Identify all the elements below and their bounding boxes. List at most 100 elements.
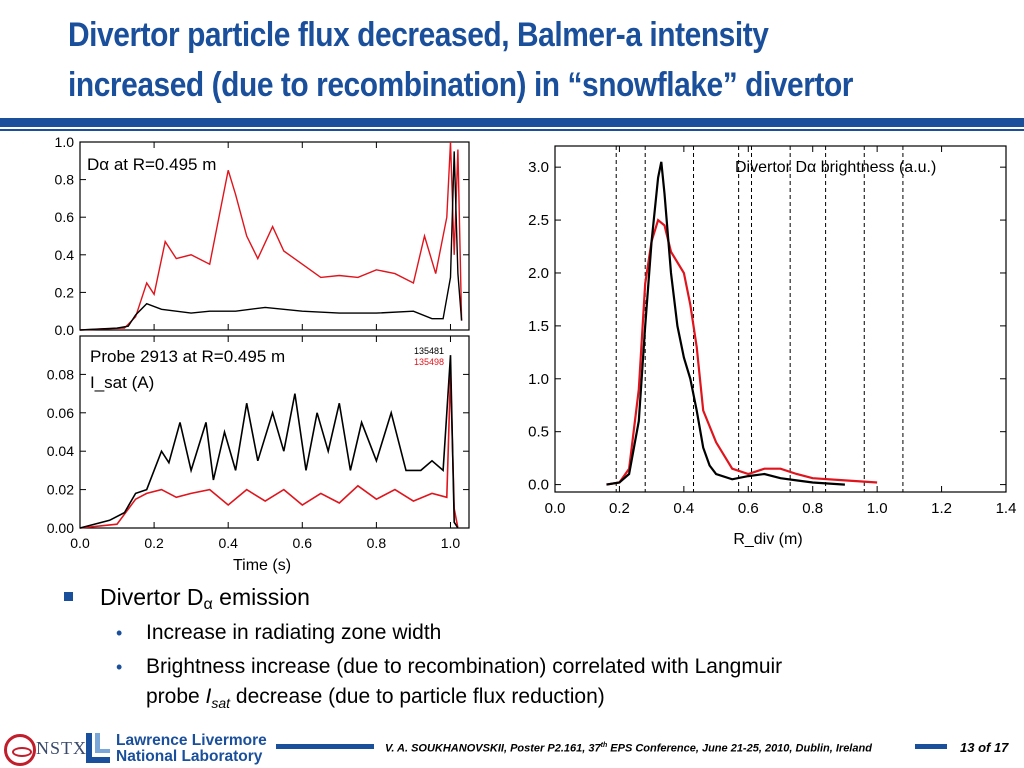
series-line-135498 (79, 374, 459, 529)
series-line-135481 (79, 151, 463, 331)
footer-bar-right (915, 744, 947, 749)
slide-title-line2: increased (due to recombination) in “sno… (68, 66, 854, 104)
y-tick-label: 2.5 (528, 212, 549, 229)
x-tick-label: 0.6 (738, 500, 759, 517)
y-tick-label: 0.6 (55, 209, 75, 225)
legend-shot-red: 135498 (414, 357, 444, 367)
slide-title: Divertor particle flux decreased, Balmer… (68, 10, 895, 110)
panel2-label-line2-text: I_sat (A) (90, 373, 154, 392)
bullet-main: Divertor Dα emission (60, 580, 990, 614)
bullet-main-symbol: α (203, 596, 213, 613)
panel3-vlines (615, 146, 904, 492)
bullet-main-suffix: emission (212, 584, 310, 610)
panel2-ticks: 0.00 0.02 0.04 0.06 0.08 0.0 0.2 0.4 0.6 0.8 1.0 (47, 336, 469, 551)
bullet-sub1: • Increase in radiating zone width (60, 618, 990, 648)
bullet-sub2-subscript: sat (211, 695, 231, 711)
llnl-wordmark: Lawrence Livermore National Laboratory (116, 733, 267, 765)
bullet-sub2: • Brightness increase (due to recombinat… (60, 652, 990, 718)
x-tick-label: 1.0 (441, 535, 461, 551)
panel1-label: Dα at R=0.495 m (87, 155, 216, 174)
x-tick-label: 1.2 (931, 500, 952, 517)
panel3-label: Divertor Dα brightness (a.u.) (735, 159, 936, 176)
y-tick-label: 2.0 (528, 265, 549, 282)
x-tick-label: 0.0 (70, 535, 90, 551)
y-tick-label: 0.08 (47, 366, 74, 382)
nstx-label: NSTX (36, 738, 88, 758)
bullet-sub2-var: I (205, 685, 212, 708)
x-tick-label: 0.4 (673, 500, 694, 517)
y-tick-label: 0.04 (47, 443, 74, 459)
panel2-xlabel-text: Time (s) (233, 557, 291, 574)
llnl-line1: Lawrence Livermore (116, 732, 267, 749)
x-tick-label: 0.0 (545, 500, 566, 517)
series-line-135481 (79, 355, 459, 529)
plots-area: 0.00.20.40.60.81.0 Dα at R=0.495 m 0.000… (47, 134, 1017, 574)
y-tick-label: 1.5 (528, 318, 549, 335)
x-tick-label: 0.4 (218, 535, 238, 551)
x-tick-label: 1.0 (867, 500, 888, 517)
y-tick-label: 1.0 (55, 134, 75, 150)
bullet-sub2-prefix: probe (146, 685, 206, 708)
slide-title-line1: Divertor particle flux decreased, Balmer… (68, 16, 769, 54)
bullet-main-prefix: Divertor D (100, 584, 204, 610)
bullet-square-icon (64, 592, 73, 601)
title-rule (0, 118, 1024, 127)
y-tick-label: 3.0 (528, 159, 549, 176)
y-tick-label: 0.02 (47, 482, 74, 498)
bullet-sub1-text: Increase in radiating zone width (146, 621, 442, 644)
panel1-frame (79, 141, 470, 331)
panel2-label-line2: I_sat (A) (90, 373, 154, 392)
bullet-sub2-line1: Brightness increase (due to recombinatio… (146, 655, 783, 678)
bullet-sub2-suffix: decrease (due to particle flux reduction… (230, 685, 605, 708)
y-tick-label: 0.4 (55, 247, 75, 263)
legend-shot-red-text: 135498 (414, 357, 444, 367)
x-tick-label: 0.8 (367, 535, 387, 551)
y-tick-label: 0.0 (528, 477, 549, 494)
x-tick-label: 0.2 (144, 535, 164, 551)
footer-bar-left (276, 744, 374, 749)
citation-pre: V. A. SOUKHANOVSKII, Poster P2.161, 37 (385, 742, 601, 755)
panel1-lines (79, 141, 463, 331)
page-number: 13 of 17 (960, 740, 1009, 755)
bullet-dot-icon: • (116, 657, 123, 677)
llnl-line2: National Laboratory (116, 748, 263, 765)
panel1-label-text: Dα at R=0.495 m (87, 155, 216, 174)
panel2-label-line1: Probe 2913 at R=0.495 m (90, 347, 285, 366)
series-line-135498 (79, 141, 463, 331)
y-tick-label: 0.8 (55, 172, 75, 188)
panel3-ticks: 0.0 0.5 1.0 1.5 2.0 2.5 3.0 0.0 0.2 0.4 0.6 0.8 1.0 1… (528, 146, 1016, 517)
series-line-135498 (606, 218, 878, 486)
panel2-xlabel: Time (s) (233, 557, 291, 574)
x-tick-label: 1.4 (996, 500, 1017, 517)
panel-isat-time: 0.00 0.02 0.04 0.06 0.08 0.0 0.2 0.4 0.6 0.8 1.0 P… (47, 335, 470, 574)
x-tick-label: 0.8 (802, 500, 823, 517)
series-line-135481 (606, 161, 845, 486)
y-tick-label: 0.00 (47, 520, 74, 536)
panel3-xlabel-text: R_div (m) (733, 531, 802, 548)
legend-shot-black: 135481 (414, 346, 444, 356)
panel3-xlabel: R_div (m) (733, 531, 802, 548)
bullet-dot-icon: • (116, 623, 123, 643)
footer-citation: V. A. SOUKHANOVSKII, Poster P2.161, 37th… (385, 742, 872, 755)
panel3-frame (554, 145, 1007, 493)
y-tick-label: 0.5 (528, 424, 549, 441)
legend-shot-black-text: 135481 (414, 346, 444, 356)
bullet-list: Divertor Dα emission • Increase in radia… (60, 580, 990, 718)
llnl-logo-icon (86, 733, 110, 763)
title-rule-thin (0, 129, 1024, 131)
x-tick-label: 0.6 (293, 535, 313, 551)
panel3-label-text: Divertor Dα brightness (a.u.) (735, 159, 936, 176)
panel2-frame (79, 335, 470, 529)
y-tick-label: 0.06 (47, 405, 74, 421)
nstx-logo-icon (4, 734, 36, 766)
y-tick-label: 0.0 (55, 322, 75, 338)
panel2-lines (79, 355, 459, 529)
panel1-ticks: 0.0 0.2 0.4 0.6 0.8 1.0 (55, 134, 469, 338)
panel3-lines (606, 161, 878, 486)
panel2-label-line1-text: Probe 2913 at R=0.495 m (90, 347, 285, 366)
y-tick-label: 1.0 (528, 371, 549, 388)
y-tick-label: 0.2 (55, 284, 75, 300)
panel-brightness-rdiv: 0.0 0.5 1.0 1.5 2.0 2.5 3.0 0.0 0.2 0.4 0.6 0.8 1.0 1… (528, 145, 1016, 548)
panel-dalpha-time: 0.0 0.2 0.4 0.6 0.8 1.0 Dα at R=0.495 m (55, 134, 470, 338)
citation-sup: th (600, 742, 608, 749)
